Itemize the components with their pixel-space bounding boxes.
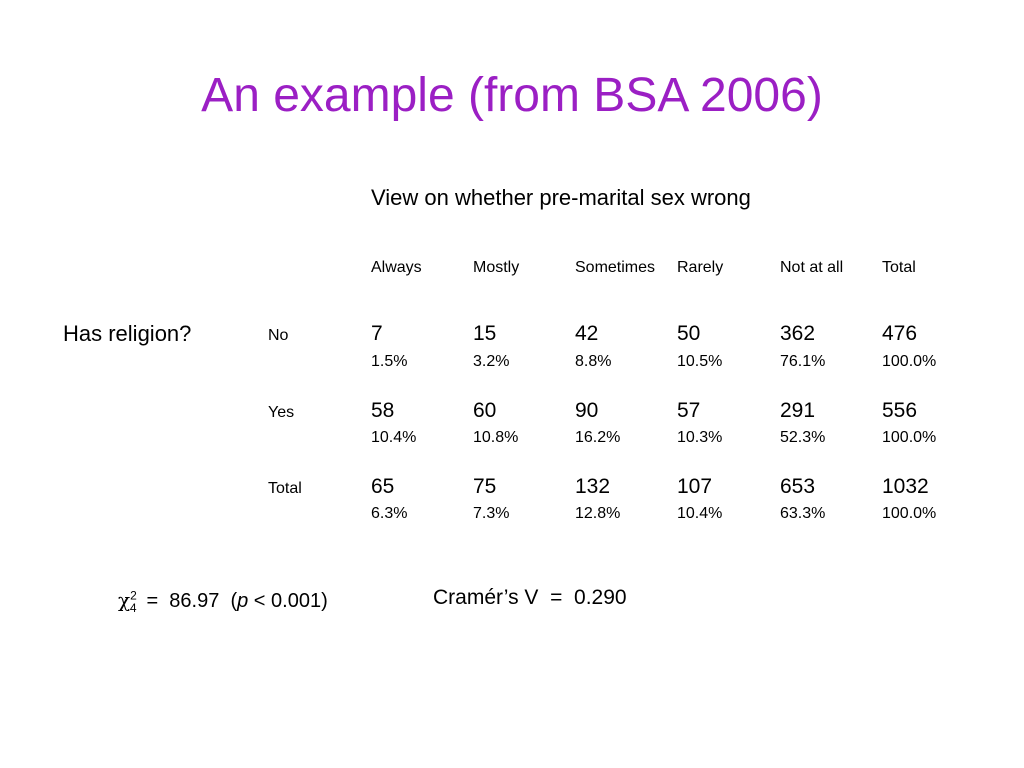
percent-cell: 76.1% xyxy=(780,353,826,370)
chi-value: = 86.97 ( xyxy=(146,590,238,612)
percent-cell: 10.8% xyxy=(473,429,519,446)
count-cell: 291 xyxy=(780,399,816,422)
count-cell: 556 xyxy=(882,399,918,422)
row-label-total: Total xyxy=(268,480,302,497)
percent-cell: 1.5% xyxy=(371,353,408,370)
count-cell: 7 xyxy=(371,322,383,345)
percent-cell: 100.0% xyxy=(882,429,937,446)
p-value: < 0.001) xyxy=(248,590,328,612)
percent-cell: 8.8% xyxy=(575,353,612,370)
percent-cell: 10.3% xyxy=(677,429,723,446)
count-cell: 90 xyxy=(575,399,599,422)
chi-superscript: 2 xyxy=(130,588,137,603)
percent-cell: 3.2% xyxy=(473,353,510,370)
row-label-no: No xyxy=(268,327,289,344)
slide-title: An example (from BSA 2006) xyxy=(201,69,823,122)
count-cell: 132 xyxy=(575,475,611,498)
chi-subscript: 4 xyxy=(129,601,137,615)
percent-cell: 100.0% xyxy=(882,505,937,522)
count-cell: 58 xyxy=(371,399,395,422)
count-cell: 362 xyxy=(780,322,816,345)
category-total: Total xyxy=(882,259,916,276)
percent-cell: 10.5% xyxy=(677,353,723,370)
percent-cell: 10.4% xyxy=(677,505,723,522)
chi-square-statistic: χ24 = 86.97 (p < 0.001) xyxy=(118,588,328,615)
category-not-at-all: Not at all xyxy=(780,259,844,276)
percent-cell: 16.2% xyxy=(575,429,621,446)
percent-cell: 6.3% xyxy=(371,505,408,522)
chi-symbol: χ xyxy=(118,588,131,612)
count-cell: 1032 xyxy=(882,475,929,498)
count-cell: 15 xyxy=(473,322,497,345)
cramers-v-statistic: Cramér’s V = 0.290 xyxy=(433,586,627,609)
percent-cell: 12.8% xyxy=(575,505,621,522)
percent-cell: 52.3% xyxy=(780,429,826,446)
count-cell: 60 xyxy=(473,399,497,422)
column-variable-heading: View on whether pre-marital sex wrong xyxy=(371,185,751,210)
count-cell: 57 xyxy=(677,399,701,422)
category-mostly: Mostly xyxy=(473,259,520,276)
category-always: Always xyxy=(371,259,422,276)
p-symbol: p xyxy=(237,590,249,612)
count-cell: 50 xyxy=(677,322,701,345)
count-cell: 107 xyxy=(677,475,713,498)
percent-cell: 63.3% xyxy=(780,505,826,522)
percent-cell: 7.3% xyxy=(473,505,510,522)
category-rarely: Rarely xyxy=(677,259,724,276)
count-cell: 65 xyxy=(371,475,395,498)
category-sometimes: Sometimes xyxy=(575,259,656,276)
count-cell: 476 xyxy=(882,322,918,345)
row-variable-heading: Has religion? xyxy=(63,321,192,346)
count-cell: 75 xyxy=(473,475,497,498)
count-cell: 653 xyxy=(780,475,816,498)
percent-cell: 100.0% xyxy=(882,353,937,370)
count-cell: 42 xyxy=(575,322,599,345)
row-label-yes: Yes xyxy=(268,404,295,421)
percent-cell: 10.4% xyxy=(371,429,417,446)
